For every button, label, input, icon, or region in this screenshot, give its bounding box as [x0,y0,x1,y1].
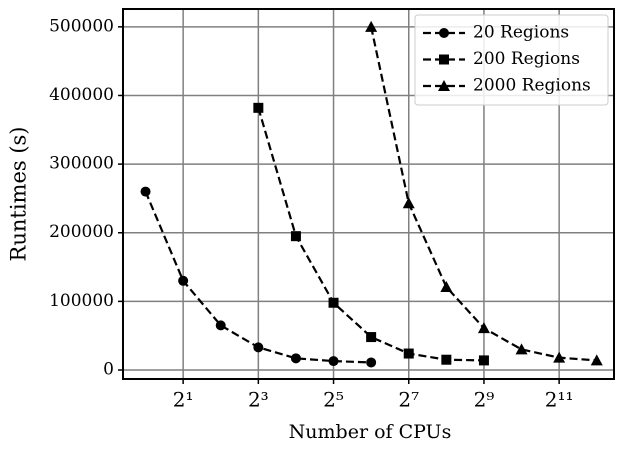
marker [590,354,603,366]
marker [403,348,414,359]
marker [140,186,151,197]
legend-box [414,14,609,106]
x-tick-label: 2³ [248,388,269,412]
y-tick-label: 100000 [49,291,114,311]
marker [553,351,566,363]
marker [477,322,490,334]
y-tick-label: 500000 [49,16,114,36]
marker [290,353,301,364]
y-tick-label: 0 [103,360,114,380]
legend-label: 20 Regions [473,23,569,43]
marker [402,197,415,209]
x-axis-label: Number of CPUs [289,421,452,443]
marker [441,354,452,365]
legend-marker [439,54,449,65]
legend-label: 2000 Regions [473,76,591,96]
x-tick-label: 2⁹ [474,388,495,412]
legend-marker [438,80,450,91]
marker [365,20,378,32]
marker [478,355,489,366]
x-tick-label: 2⁵ [323,388,344,412]
legend-label: 200 Regions [473,49,580,69]
marker [215,320,226,331]
marker [440,280,453,292]
x-tick-label: 2¹¹ [545,388,574,412]
marker [328,297,339,308]
marker [515,343,528,355]
x-tick-label: 2⁷ [398,388,419,412]
y-tick-label: 200000 [49,222,114,242]
x-tick-label: 2¹ [173,388,194,412]
marker [366,357,377,368]
legend-marker [439,28,449,38]
y-tick-label: 400000 [49,85,114,105]
marker [253,102,264,113]
plot-frame [122,8,615,380]
y-tick-label: 300000 [49,154,114,174]
marker [328,356,339,367]
marker [290,231,301,242]
marker [178,275,189,286]
marker [366,332,377,343]
y-axis-label: Runtimes (s) [7,127,31,262]
marker [253,342,264,353]
